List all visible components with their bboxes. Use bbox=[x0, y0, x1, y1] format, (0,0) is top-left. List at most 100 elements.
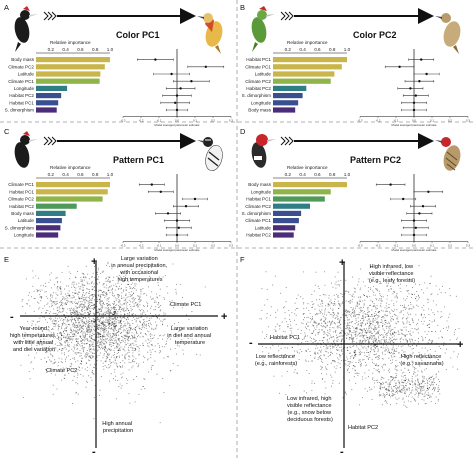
scatter-point bbox=[61, 347, 63, 350]
scatter-point bbox=[355, 382, 357, 385]
scatter-point bbox=[112, 322, 115, 324]
scatter-point bbox=[43, 342, 46, 344]
scatter-point bbox=[403, 326, 405, 328]
scatter-point bbox=[128, 358, 130, 360]
scatter-point bbox=[163, 357, 165, 359]
scatter-point bbox=[109, 323, 111, 325]
scatter-point bbox=[74, 292, 76, 294]
scatter-point bbox=[107, 335, 109, 337]
scatter-point bbox=[413, 307, 415, 309]
scatter-point bbox=[341, 349, 343, 351]
scatter-point bbox=[133, 303, 135, 305]
scatter-point bbox=[321, 340, 323, 342]
scatter-point bbox=[86, 354, 88, 356]
scatter-point bbox=[382, 310, 384, 312]
scatter-point bbox=[366, 296, 368, 298]
scatter-point bbox=[374, 335, 376, 337]
scatter-point bbox=[99, 325, 101, 327]
scatter-point bbox=[78, 306, 80, 309]
scatter-point bbox=[333, 360, 335, 363]
scatter-point bbox=[132, 361, 134, 363]
scatter-point bbox=[134, 340, 136, 342]
scatter-point bbox=[374, 315, 376, 317]
scatter-point bbox=[91, 301, 93, 303]
scatter-point bbox=[344, 392, 346, 394]
scatter-point bbox=[107, 303, 110, 305]
scatter-point bbox=[150, 324, 152, 326]
scatter-point bbox=[131, 367, 133, 369]
scatter-point bbox=[88, 331, 91, 333]
scatter-point bbox=[354, 372, 356, 374]
scatter-point bbox=[108, 311, 110, 313]
scatter-point bbox=[144, 388, 146, 390]
scatter-point bbox=[359, 332, 361, 334]
scatter-point bbox=[116, 313, 118, 315]
scatter-point bbox=[155, 327, 157, 329]
scatter-point bbox=[408, 323, 410, 325]
scatter-point bbox=[71, 324, 73, 326]
scatter-point bbox=[91, 276, 93, 278]
scatter-point bbox=[404, 367, 406, 369]
scatter-point bbox=[112, 313, 114, 315]
scatter-point bbox=[421, 347, 423, 349]
scatter-point bbox=[348, 361, 350, 363]
scatter-point bbox=[137, 295, 139, 297]
scatter-point bbox=[132, 277, 134, 280]
scatter-point bbox=[340, 354, 342, 356]
scatter-point bbox=[91, 337, 93, 339]
scatter-point bbox=[125, 344, 127, 346]
scatter-point bbox=[31, 320, 33, 322]
scatter-point bbox=[381, 316, 383, 318]
estimate-tick-label: 0.0 bbox=[412, 119, 416, 123]
scatter-point bbox=[102, 291, 104, 293]
scatter-point bbox=[129, 343, 131, 345]
scatter-point bbox=[134, 299, 136, 301]
scatter-point bbox=[57, 369, 59, 371]
scatter-point bbox=[85, 362, 87, 364]
scatter-point bbox=[97, 318, 99, 320]
scatter-point bbox=[71, 318, 73, 320]
scatter-point bbox=[388, 339, 390, 341]
scatter-point bbox=[76, 317, 78, 319]
scatter-point bbox=[77, 314, 80, 316]
scatter-point bbox=[336, 314, 338, 317]
scatter-point bbox=[335, 330, 337, 332]
scatter-point bbox=[367, 318, 370, 320]
scatter-point bbox=[96, 337, 98, 339]
scatter-point bbox=[360, 296, 362, 298]
scatter-point bbox=[314, 322, 316, 324]
scatter-point bbox=[141, 323, 143, 325]
scatter-point bbox=[389, 328, 391, 330]
scatter-point bbox=[291, 311, 293, 313]
scatter-point bbox=[354, 355, 356, 357]
scatter-point bbox=[388, 394, 390, 396]
scatter-point bbox=[124, 302, 126, 304]
scatter-point bbox=[354, 370, 356, 372]
chevron-icon bbox=[280, 11, 294, 21]
scatter-point bbox=[43, 316, 45, 318]
scatter-point bbox=[89, 328, 91, 330]
scatter-point bbox=[373, 328, 375, 330]
scatter-point bbox=[390, 339, 392, 341]
scatter-point bbox=[412, 361, 414, 363]
scatter-point bbox=[76, 348, 78, 350]
scatter-point bbox=[380, 340, 382, 342]
scatter-point bbox=[100, 339, 102, 341]
scatter-point bbox=[117, 295, 119, 297]
scatter-point bbox=[375, 308, 377, 310]
scatter-point bbox=[104, 365, 106, 367]
scatter-point bbox=[379, 293, 381, 295]
scatter-point bbox=[356, 372, 358, 375]
category-label: Climate PC2 bbox=[8, 64, 34, 69]
scatter-point bbox=[367, 306, 369, 308]
scatter-point bbox=[386, 308, 388, 310]
scatter-point bbox=[109, 323, 111, 325]
scatter-point bbox=[27, 328, 29, 330]
scatter-point bbox=[89, 329, 91, 331]
scatter-point bbox=[63, 308, 65, 310]
scatter-point bbox=[348, 366, 350, 368]
scatter-point bbox=[329, 330, 331, 332]
scatter-point bbox=[82, 287, 84, 289]
scatter-point bbox=[43, 305, 46, 307]
scatter-point bbox=[102, 357, 104, 359]
